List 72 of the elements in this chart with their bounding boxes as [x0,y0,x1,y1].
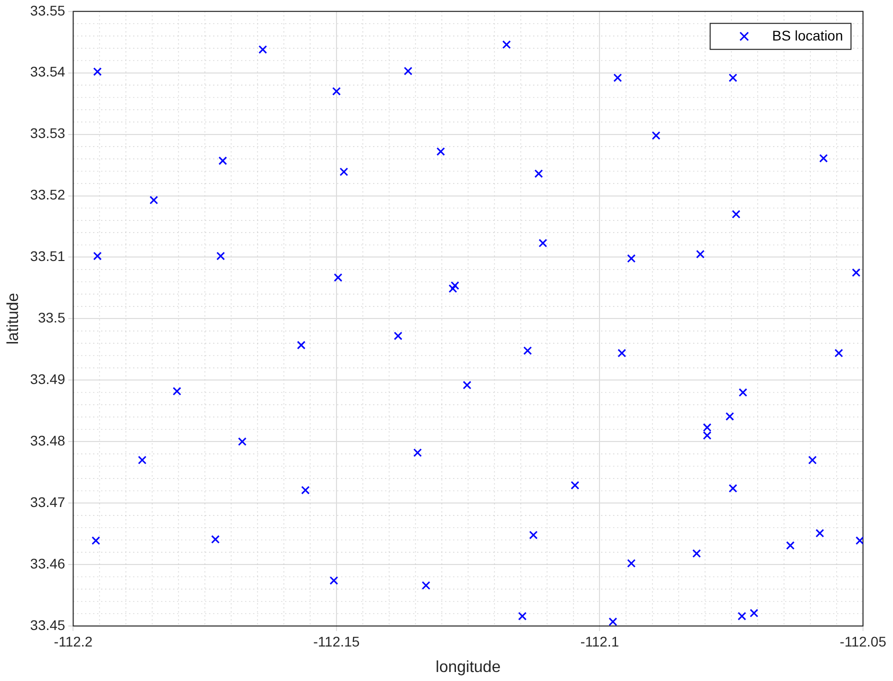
point [334,273,342,282]
point [211,535,220,544]
point [92,536,100,545]
point [819,154,828,163]
y-tick-label: 33.47 [30,494,66,510]
point [608,617,618,626]
point [462,380,472,390]
point [856,536,863,545]
point [696,250,705,258]
point [570,480,580,490]
point [340,168,348,176]
point [808,456,817,464]
point [732,210,740,219]
point [138,456,146,464]
x-axis-title: longitude [436,658,501,676]
x-tick-label: -112.15 [313,633,360,650]
y-tick-label: 33.55 [30,2,66,18]
point [816,528,824,538]
point [93,252,102,260]
point [728,484,738,493]
point [538,238,548,248]
point [450,281,460,290]
y-tick-label: 33.49 [30,371,66,388]
y-tick-label: 33.46 [30,555,66,572]
point [692,549,701,558]
point [786,541,795,550]
y-tick-label: 33.51 [30,248,66,264]
point [627,559,636,568]
point [238,437,247,446]
point [518,612,527,620]
point [330,576,338,585]
point [852,268,860,277]
y-tick-label: 33.52 [30,186,66,203]
point [834,348,844,358]
point [216,252,225,260]
point [618,348,626,358]
point [394,332,402,340]
point [613,73,622,82]
point [301,486,310,494]
point [218,156,228,166]
point [422,581,430,590]
point [738,612,746,620]
point [627,254,636,263]
y-tick-label: 33.5 [38,310,66,326]
point [750,608,758,618]
point [738,388,748,397]
y-tick-label: 33.53 [30,125,66,142]
point [529,530,538,540]
x-tick-label: -112.2 [54,633,93,650]
point [413,448,422,457]
point [534,169,543,178]
point [332,87,341,96]
y-tick-label: 33.54 [30,64,66,80]
point [652,131,660,140]
x-tick-label: -112.05 [840,633,886,650]
point [172,386,182,396]
legend-label: BS location [772,27,844,44]
y-axis-title: latitude [5,292,22,344]
point [728,73,738,82]
y-tick-label: 33.45 [30,616,66,633]
point [436,147,446,156]
point [150,196,158,204]
y-tick-label: 33.48 [30,432,66,448]
point [404,66,412,76]
point [523,346,532,355]
point [448,284,458,293]
point [296,340,306,350]
x-tick-label: -112.1 [580,633,620,650]
point [258,45,268,54]
point [93,67,102,76]
point [502,40,511,49]
point [726,412,734,421]
